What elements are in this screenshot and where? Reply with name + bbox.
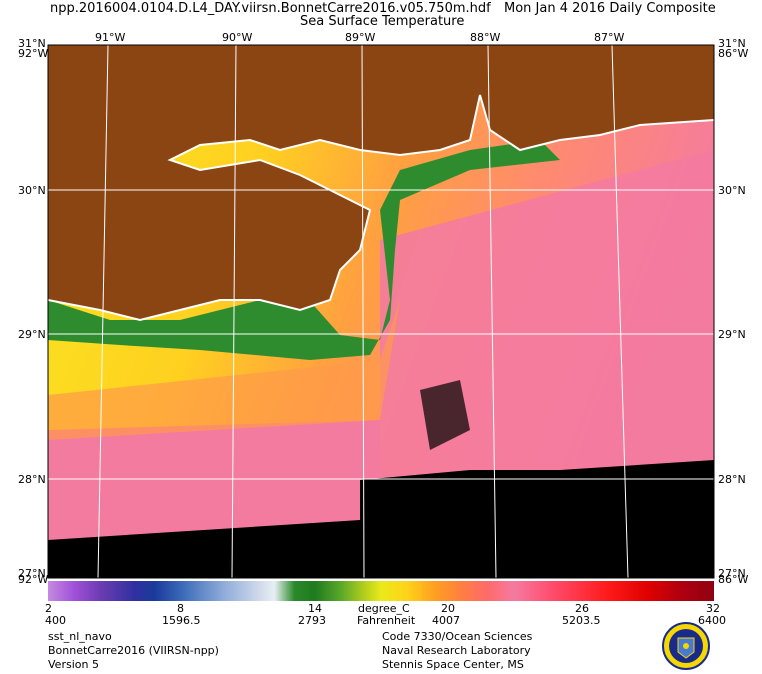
colorbar-f-tick-0: 400 <box>45 614 66 627</box>
corner-bottom-right-lon: 86°W <box>718 573 749 586</box>
transition-water <box>48 300 400 440</box>
lon-label-89w: 89°W <box>345 31 376 44</box>
nearshore-cold-water <box>48 140 560 360</box>
colorbar-units-c: degree_C <box>358 602 410 615</box>
lat-label-29n-right: 29°N <box>718 328 746 341</box>
no-data-patch <box>420 380 470 450</box>
colorbar-f-tick-2: 2793 <box>298 614 326 627</box>
land-area <box>48 45 714 320</box>
no-data-south <box>48 520 360 578</box>
coastline <box>47 94 715 322</box>
footer-region: BonnetCarre2016 (VIIRSN-npp) <box>48 644 219 657</box>
colorbar-units-f: Fahrenheit <box>357 614 416 627</box>
lon-label-90w: 90°W <box>222 31 253 44</box>
map-frame <box>47 44 715 579</box>
footer-version: Version 5 <box>48 658 99 671</box>
temperature-colorbar <box>48 581 714 601</box>
colorbar-f-tick-3: 4007 <box>432 614 460 627</box>
lat-label-28n-right: 28°N <box>718 473 746 486</box>
parameter-title: Sea Surface Temperature <box>300 14 465 29</box>
colorbar-c-tick-3: 20 <box>441 602 455 615</box>
corner-top-left-lat: 31°N <box>18 37 46 50</box>
footer-lab: Naval Research Laboratory <box>382 644 531 657</box>
corner-bottom-right-lat: 27°N <box>718 567 746 580</box>
no-data-area <box>360 460 714 578</box>
corner-top-right-lon: 86°W <box>718 47 749 60</box>
corner-top-left-lon: 92°W <box>18 47 49 60</box>
corner-top-right-lat: 31°N <box>718 37 746 50</box>
lat-label-29n-left: 29°N <box>18 328 46 341</box>
colorbar-f-tick-5: 6400 <box>698 614 726 627</box>
lon-label-88w: 88°W <box>470 31 501 44</box>
footer-code: Code 7330/Ocean Sciences <box>382 630 533 643</box>
colorbar-c-tick-1: 8 <box>177 602 184 615</box>
lat-label-30n-right: 30°N <box>718 184 746 197</box>
lat-label-30n-left: 30°N <box>18 184 46 197</box>
lon-label-91w: 91°W <box>95 31 126 44</box>
nrl-seal-icon <box>662 622 710 670</box>
graticule <box>48 44 714 579</box>
footer-location: Stennis Space Center, MS <box>382 658 524 671</box>
colorbar-c-tick-2: 14 <box>308 602 322 615</box>
file-name-title: npp.2016004.0104.D.L4_DAY.viirsn.BonnetC… <box>50 1 491 16</box>
composite-date: Mon Jan 4 2016 Daily Composite <box>504 1 716 16</box>
colorbar-c-tick-0: 2 <box>45 602 52 615</box>
corner-bottom-left-lat: 27°N <box>18 567 46 580</box>
colorbar-f-tick-1: 1596.5 <box>162 614 201 627</box>
corner-bottom-left-lon: 92°W <box>18 573 49 586</box>
lon-label-87w: 87°W <box>594 31 625 44</box>
colorbar-f-tick-4: 5203.5 <box>562 614 601 627</box>
colorbar-c-tick-5: 32 <box>706 602 720 615</box>
footer-product: sst_nl_navo <box>48 630 112 643</box>
colorbar-c-tick-4: 26 <box>575 602 589 615</box>
lat-label-28n-left: 28°N <box>18 473 46 486</box>
